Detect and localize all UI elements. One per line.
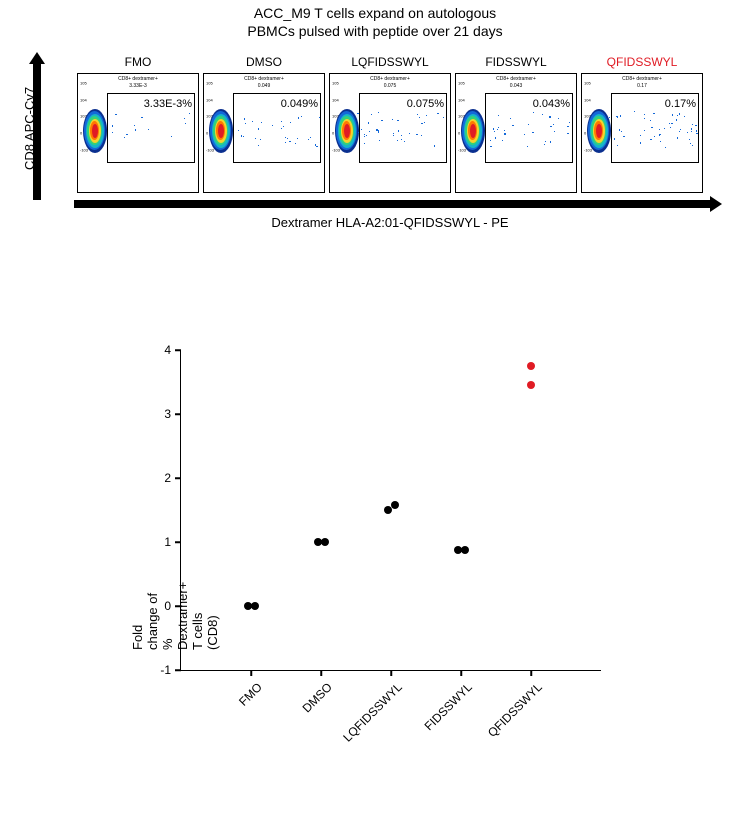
panel-ytick: 0 (206, 131, 208, 136)
y-axis-label: CD8 APC-Cy7 (22, 87, 37, 170)
gate-label: 0.075% (407, 98, 444, 110)
ytick (175, 541, 181, 543)
panel-header: QFIDSSWYL (607, 55, 678, 69)
panel-mini-title: CD8+ dextramer+ (456, 76, 576, 82)
x-axis-arrow (74, 200, 714, 208)
data-point (527, 362, 535, 370)
density-ring (470, 124, 476, 138)
panel-header: LQFIDSSWYL (351, 55, 428, 69)
panel-ytick: 0 (80, 131, 82, 136)
panel-header: FIDSSWYL (485, 55, 546, 69)
xtick (390, 670, 392, 676)
panel-mini-title: CD8+ dextramer+ (204, 76, 324, 82)
panel-ytick: 104 (332, 97, 339, 102)
panel-ytick: 104 (584, 97, 591, 102)
data-point (527, 381, 535, 389)
ytick-label: 4 (164, 343, 171, 357)
ytick (175, 605, 181, 607)
gate-label: 3.33E-3% (144, 98, 192, 110)
flow-panel: CD8+ dextramer+3.33E-31051041030-1033.33… (77, 73, 199, 193)
xtick-label: FIDSSWYL (422, 680, 475, 733)
panel-ytick: 0 (584, 131, 586, 136)
data-point (461, 546, 469, 554)
panel-mini-pct: 0.043 (456, 83, 576, 89)
panel-ytick: 0 (332, 131, 334, 136)
panel-col: FIDSSWYLCD8+ dextramer+0.0431051041030-1… (455, 55, 577, 193)
density-ring (596, 124, 602, 138)
panel-ytick: 104 (458, 97, 465, 102)
xtick-label: QFIDSSWYL (485, 680, 545, 740)
page: ACC_M9 T cells expand on autologous PBMC… (0, 0, 750, 823)
panel-col: QFIDSSWYLCD8+ dextramer+0.171051041030-1… (581, 55, 703, 193)
panel-ytick: 105 (206, 81, 213, 86)
flow-panels-row: FMOCD8+ dextramer+3.33E-31051041030-1033… (77, 55, 703, 193)
ytick (175, 669, 181, 671)
flow-panel: CD8+ dextramer+0.171051041030-1030.17%Co… (581, 73, 703, 193)
panel-header: DMSO (246, 55, 282, 69)
panel-mini-title: CD8+ dextramer+ (582, 76, 702, 82)
ytick-label: -1 (160, 663, 171, 677)
xtick-label: FMO (236, 680, 265, 709)
flow-panel: CD8+ dextramer+0.0751051041030-1030.075%… (329, 73, 451, 193)
xtick (530, 670, 532, 676)
flow-panel: CD8+ dextramer+0.0491051041030-1030.049%… (203, 73, 325, 193)
xtick (250, 670, 252, 676)
ytick (175, 349, 181, 351)
x-axis-label: Dextramer HLA-A2:01-QFIDSSWYL - PE (70, 215, 710, 230)
panel-ytick: 104 (206, 97, 213, 102)
panel-col: DMSOCD8+ dextramer+0.0491051041030-1030.… (203, 55, 325, 193)
top-title-line2: PBMCs pulsed with peptide over 21 days (247, 23, 502, 39)
gate-label: 0.049% (281, 98, 318, 110)
panel-ytick: 105 (584, 81, 591, 86)
ytick-label: 3 (164, 407, 171, 421)
gate-label: 0.043% (533, 98, 570, 110)
flow-panel: CD8+ dextramer+0.0431051041030-1030.043%… (455, 73, 577, 193)
data-point (251, 602, 259, 610)
panel-ytick: 105 (80, 81, 87, 86)
data-point (321, 538, 329, 546)
panel-mini-pct: 3.33E-3 (78, 83, 198, 89)
panel-header: FMO (125, 55, 152, 69)
xtick (460, 670, 462, 676)
panel-col: FMOCD8+ dextramer+3.33E-31051041030-1033… (77, 55, 199, 193)
top-title-line1: ACC_M9 T cells expand on autologous (254, 5, 496, 21)
top-title: ACC_M9 T cells expand on autologous PBMC… (0, 5, 750, 40)
panel-mini-pct: 0.075 (330, 83, 450, 89)
ytick-label: 1 (164, 535, 171, 549)
panel-ytick: 105 (332, 81, 339, 86)
data-point (391, 501, 399, 509)
panel-ytick: 104 (80, 97, 87, 102)
panel-mini-title: CD8+ dextramer+ (78, 76, 198, 82)
bottom-plot-area: -101234FMODMSOLQFIDSSWYLFIDSSWYLQFIDSSWY… (180, 350, 601, 671)
density-ring (92, 124, 98, 138)
xtick-label: LQFIDSSWYL (340, 680, 405, 745)
ytick-label: 0 (164, 599, 171, 613)
density-ring (218, 124, 224, 138)
xtick-label: DMSO (300, 680, 335, 715)
xtick (320, 670, 322, 676)
gate-label: 0.17% (665, 98, 696, 110)
ytick-label: 2 (164, 471, 171, 485)
panel-mini-pct: 0.17 (582, 83, 702, 89)
panel-mini-title: CD8+ dextramer+ (330, 76, 450, 82)
panel-ytick: 0 (458, 131, 460, 136)
ytick (175, 477, 181, 479)
panel-ytick: 105 (458, 81, 465, 86)
density-ring (344, 124, 350, 138)
panel-col: LQFIDSSWYLCD8+ dextramer+0.0751051041030… (329, 55, 451, 193)
panel-mini-pct: 0.049 (204, 83, 324, 89)
ytick (175, 413, 181, 415)
